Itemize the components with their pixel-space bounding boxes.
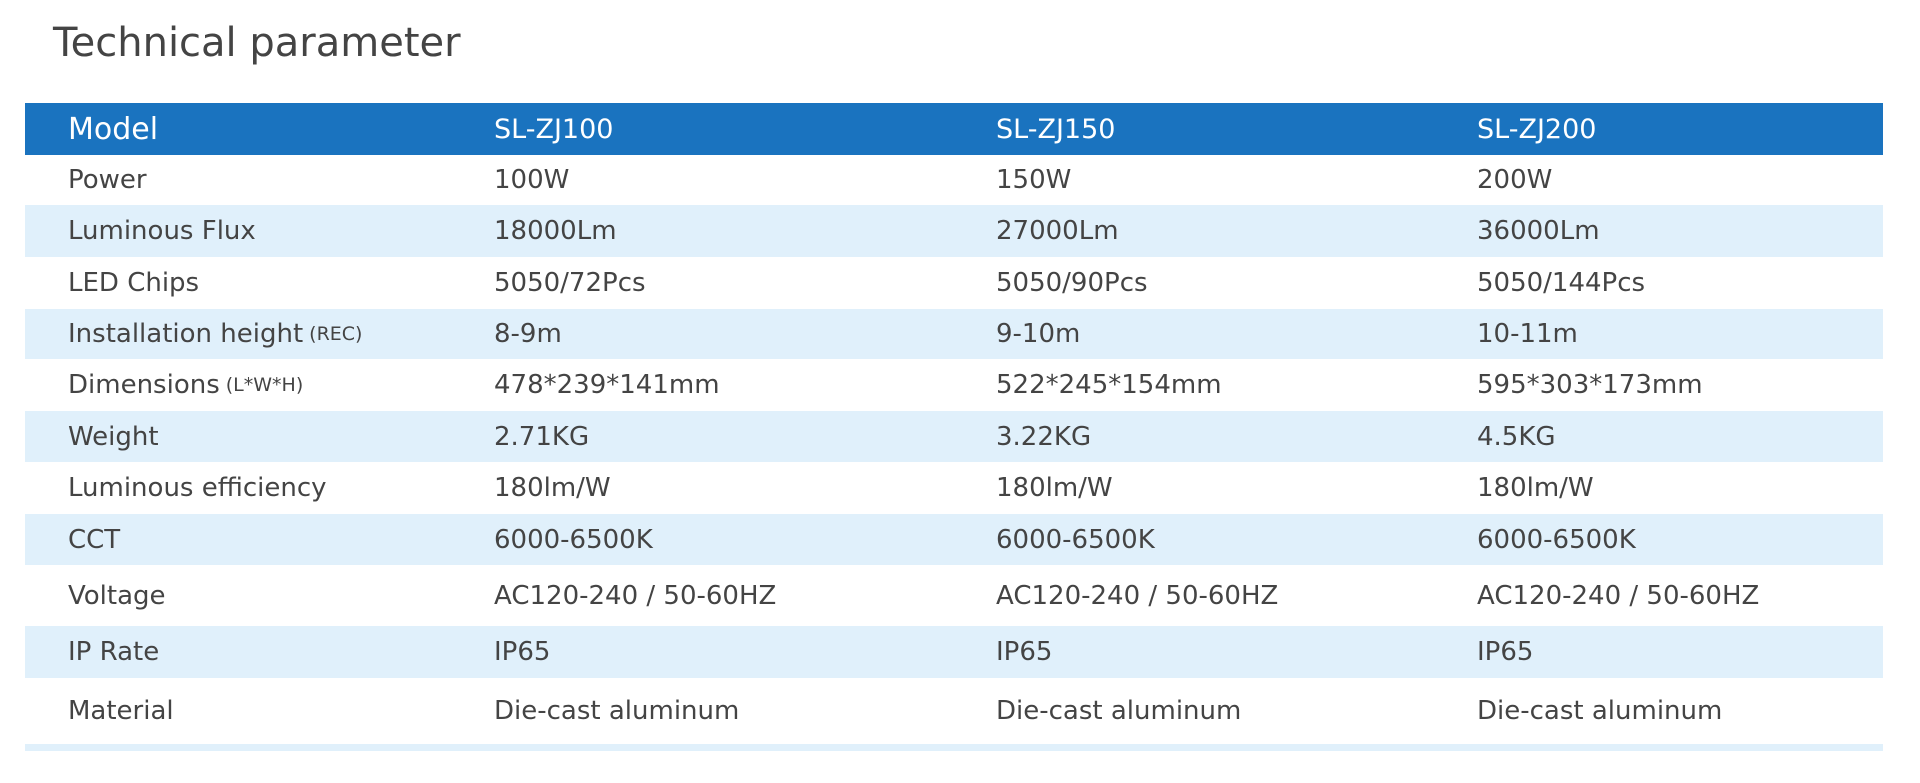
value-cell: 2.71KG xyxy=(494,421,590,452)
value-cell: 595*303*173mm xyxy=(1477,370,1703,400)
row-label-note: (REC) xyxy=(309,323,363,345)
row-label: Material xyxy=(68,696,174,726)
value-cell: Die-cast aluminum xyxy=(996,696,1242,726)
value-cell: 8-9m xyxy=(494,319,562,349)
table-row: Weight 2.71KG 3.22KG 4.5KG xyxy=(25,411,1883,462)
table-row: Voltage AC120-240 / 50-60HZ AC120-240 / 50… xyxy=(25,565,1883,626)
value-cell: 180lm/W xyxy=(996,473,1113,503)
row-label-cell: IP Rate xyxy=(68,626,159,678)
value-cell: Die-cast aluminum xyxy=(494,696,740,726)
value-cell: Die-cast aluminum xyxy=(1477,696,1723,726)
row-label-cell: Weight xyxy=(68,411,159,462)
table-row: Power 100W 150W 200W xyxy=(25,155,1883,205)
row-label-cell: Dimensions (L*W*H) xyxy=(68,359,303,411)
value-cell: 180lm/W xyxy=(1477,473,1594,503)
header-row: Model SL-ZJ100 SL-ZJ150 SL-ZJ200 xyxy=(25,103,1883,155)
value-cell: IP65 xyxy=(1477,637,1534,667)
table-row: Luminous Flux 18000Lm 27000Lm 36000Lm xyxy=(25,205,1883,257)
row-label-cell: LED Chips xyxy=(68,257,199,309)
value-cell: IP65 xyxy=(494,637,551,667)
value-cell: AC120-240 / 50-60HZ xyxy=(996,580,1279,611)
row-label: Weight xyxy=(68,421,159,452)
table-row: Luminous efficiency 180lm/W 180lm/W 180lm/W xyxy=(25,462,1883,514)
header-cell: Model xyxy=(68,111,159,147)
row-label: Voltage xyxy=(68,580,166,611)
row-label: CCT xyxy=(68,524,121,555)
value-cell: 5050/72Pcs xyxy=(494,268,646,298)
row-label-cell: Power xyxy=(68,155,147,205)
row-label-note: (L*W*H) xyxy=(225,374,304,396)
table-row: LED Chips 5050/72Pcs 5050/90Pcs 5050/144Pcs xyxy=(25,257,1883,309)
spec-table: Model SL-ZJ100 SL-ZJ150 SL-ZJ200 Power 100W 15… xyxy=(25,103,1883,751)
value-cell: AC120-240 / 50-60HZ xyxy=(494,580,777,611)
table-row: Installation height (REC) 8-9m 9-10m 10-11m xyxy=(25,309,1883,359)
row-label-cell: CCT xyxy=(68,514,120,565)
row-label: Luminous efficiency xyxy=(68,473,327,503)
value-cell: 18000Lm xyxy=(494,216,617,246)
value-cell: IP65 xyxy=(996,637,1053,667)
row-label: Dimensions xyxy=(68,370,220,400)
value-cell: 4.5KG xyxy=(1477,421,1556,452)
value-cell: 180lm/W xyxy=(494,473,611,503)
value-cell: 3.22KG xyxy=(996,421,1092,452)
value-cell: 6000-6500K xyxy=(996,524,1155,555)
value-cell: 5050/90Pcs xyxy=(996,268,1148,298)
header-cell: SL-ZJ150 xyxy=(996,113,1116,145)
value-cell: 6000-6500K xyxy=(494,524,653,555)
table-footer-strip xyxy=(25,744,1883,751)
row-label-cell: Installation height (REC) xyxy=(68,309,362,359)
value-cell: 150W xyxy=(996,165,1072,195)
row-label: Power xyxy=(68,165,147,195)
value-cell: 5050/144Pcs xyxy=(1477,268,1646,298)
value-cell: 100W xyxy=(494,165,570,195)
row-label-cell: Luminous Flux xyxy=(68,205,256,257)
table-row: CCT 6000-6500K 6000-6500K 6000-6500K xyxy=(25,514,1883,565)
row-label: Luminous Flux xyxy=(68,216,256,246)
row-label-cell: Material xyxy=(68,678,174,744)
value-cell: 9-10m xyxy=(996,319,1081,349)
value-cell: 10-11m xyxy=(1477,319,1578,349)
value-cell: AC120-240 / 50-60HZ xyxy=(1477,580,1760,611)
table-row: Dimensions (L*W*H) 478*239*141mm 522*245*15… xyxy=(25,359,1883,411)
value-cell: 27000Lm xyxy=(996,216,1119,246)
header-cell: SL-ZJ100 xyxy=(494,113,614,145)
value-cell: 522*245*154mm xyxy=(996,370,1222,400)
row-label: IP Rate xyxy=(68,637,160,667)
table-row: IP Rate IP65 IP65 IP65 xyxy=(25,626,1883,678)
value-cell: 478*239*141mm xyxy=(494,370,720,400)
value-cell: 36000Lm xyxy=(1477,216,1600,246)
table-row: Material Die-cast aluminum Die-cast alumin… xyxy=(25,678,1883,744)
page-title: Technical parameter xyxy=(53,20,461,66)
value-cell: 6000-6500K xyxy=(1477,524,1636,555)
row-label-cell: Voltage xyxy=(68,565,166,626)
row-label: LED Chips xyxy=(68,268,200,298)
row-label-cell: Luminous efficiency xyxy=(68,462,327,514)
value-cell: 200W xyxy=(1477,165,1553,195)
header-cell: SL-ZJ200 xyxy=(1477,113,1597,145)
row-label: Installation height xyxy=(68,319,304,349)
